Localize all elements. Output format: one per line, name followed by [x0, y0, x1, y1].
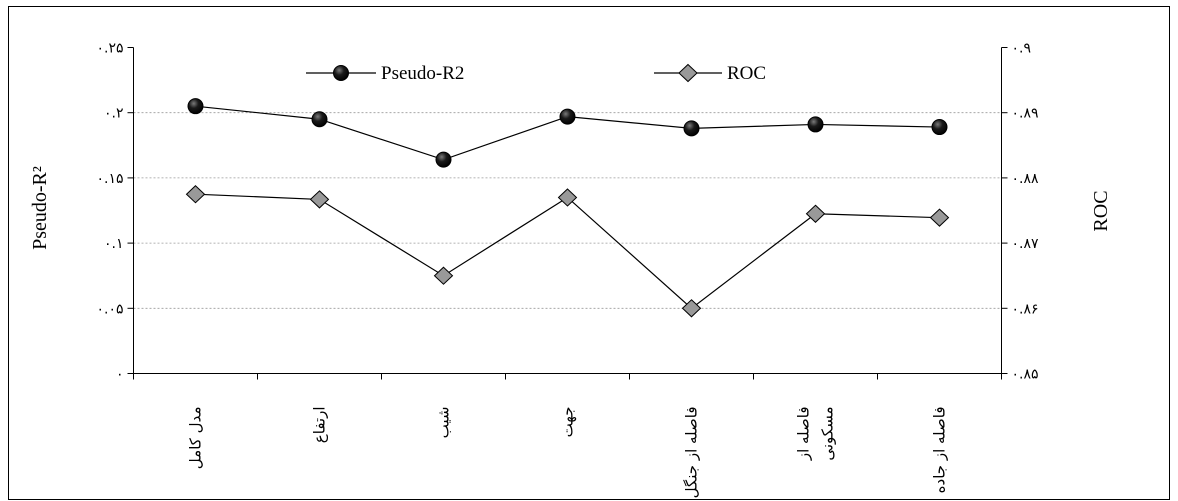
- x-tick-label-line: شیب: [435, 407, 453, 439]
- x-tick-label: جهت: [559, 407, 577, 438]
- y2-tick-label: ۰.۸۵: [1012, 367, 1039, 383]
- y-tick-label: ۰.۱: [104, 236, 124, 252]
- y-tick-label: ۰.۰۵: [96, 301, 123, 317]
- legend-label-roc: ROC: [727, 63, 766, 84]
- series-layer: [185, 98, 950, 318]
- roc-point: [557, 188, 578, 207]
- y-tick-label: ۰.۱۵: [96, 171, 123, 187]
- y-axis-title: Pseudo-R²: [29, 166, 51, 250]
- roc-point: [681, 299, 702, 318]
- legend-diamond-marker-icon: [678, 63, 698, 83]
- x-tick-label-line: مسکونی: [819, 407, 837, 461]
- x-tick-label: شیب: [435, 407, 453, 439]
- pseudo-r2-point: [807, 116, 824, 133]
- x-tick-label-line: فاصله از: [795, 407, 813, 462]
- y-tick-label: ۰.۲: [104, 106, 124, 122]
- y2-tick-label: ۰.۸۶: [1012, 301, 1039, 317]
- legend-item-roc: ROC: [654, 63, 766, 84]
- x-tick-label: فاصله از جنگل: [683, 407, 701, 499]
- legend: Pseudo-R2 ROC: [306, 63, 766, 84]
- roc-point: [433, 266, 454, 285]
- y2-tick-label: ۰.۸۷: [1012, 236, 1039, 252]
- pseudo-r2-point: [311, 111, 328, 128]
- roc-point: [309, 190, 330, 209]
- x-tick-label: مدل کامل: [187, 407, 205, 470]
- y2-axis-title: ROC: [1090, 190, 1112, 231]
- y2-tick-label: ۰.۸۸: [1012, 171, 1039, 187]
- y-tick-label: ۰.۲۵: [96, 41, 123, 57]
- pseudo-r2-point: [435, 151, 452, 168]
- pseudo-r2-point: [559, 108, 576, 125]
- y2-tick-label: ۰.۸۹: [1012, 106, 1039, 122]
- x-tick-label-line: جهت: [559, 407, 577, 438]
- x-tick-label: فاصله از مسکونی: [795, 407, 837, 462]
- legend-item-pseudo-r2: Pseudo-R2: [306, 63, 464, 84]
- y2-tick-label: ۰.۹: [1012, 41, 1032, 57]
- x-tick-label: فاصله از جاده: [931, 407, 949, 494]
- y-tick-label: ۰: [116, 367, 124, 383]
- roc-point: [185, 185, 206, 204]
- chart-frame: [8, 6, 1170, 500]
- axes: ۰ ۰.۰۵ ۰.۱ ۰.۱۵ ۰.۲ ۰.۲۵ ۰.۸۵ ۰.۸۶ ۰.۸۷ ۰.۸۸ ۰.۸۹ ۰…: [96, 41, 1039, 499]
- x-tick-label-line: فاصله از جاده: [931, 407, 949, 494]
- pseudo-r2-point: [187, 98, 204, 115]
- legend-label-pseudo-r2: Pseudo-R2: [381, 63, 464, 84]
- x-tick-label: ارتفاع: [311, 407, 329, 444]
- x-tick-label-line: ارتفاع: [311, 407, 329, 444]
- pseudo-r2-point: [683, 120, 700, 137]
- roc-point: [929, 208, 950, 227]
- pseudo-r2-point: [931, 119, 948, 136]
- roc-point: [805, 204, 826, 223]
- x-tick-label-line: فاصله از جنگل: [683, 407, 701, 499]
- x-tick-label-line: مدل کامل: [187, 407, 205, 470]
- legend-circle-marker-icon: [333, 65, 349, 81]
